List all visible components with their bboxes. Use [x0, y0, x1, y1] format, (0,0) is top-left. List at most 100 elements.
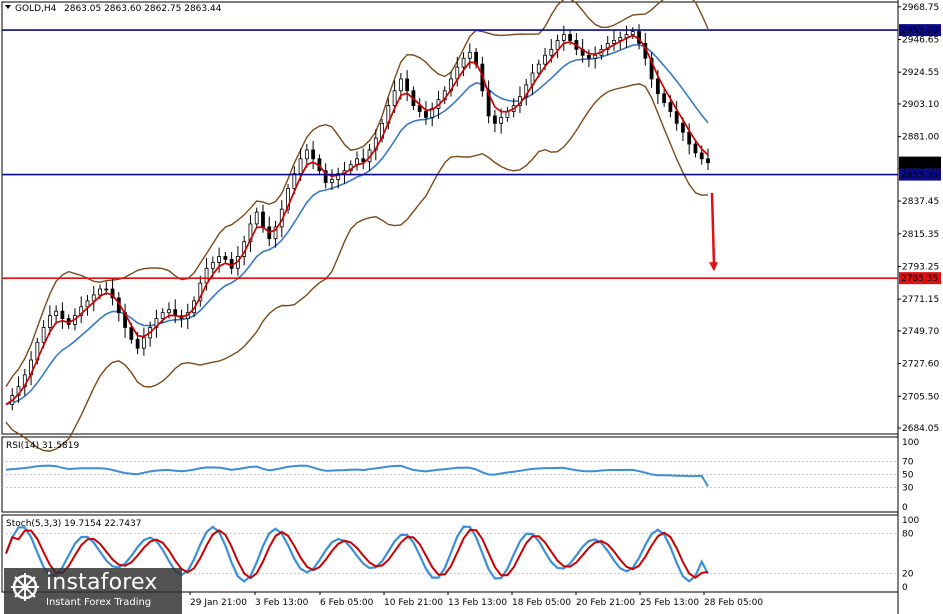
candle-body: [167, 309, 171, 314]
ohlc-values: 2863.05 2863.60 2862.75 2863.44: [64, 4, 222, 14]
candle-body: [323, 170, 328, 183]
y-tick-label: 2705.50: [902, 392, 939, 402]
stoch-tick-label: 20: [902, 570, 914, 580]
candle-body: [561, 34, 566, 41]
candle-body: [467, 51, 472, 59]
y-tick-label: 2903.10: [902, 100, 939, 110]
resistance-level-label: 2953.00: [901, 26, 938, 36]
symbol-label: GOLD,H4: [15, 4, 57, 14]
x-tick-label: 29 Jan 21:00: [190, 598, 247, 608]
support-level-label: 2855.35: [901, 171, 938, 181]
candle-body: [60, 310, 65, 320]
y-tick-label: 2793.25: [902, 262, 939, 272]
candle-body: [248, 223, 253, 243]
candle-body: [681, 122, 685, 133]
rsi-line: [5, 464, 709, 488]
x-tick-label: 6 Feb 05:00: [320, 598, 374, 608]
candle-body: [160, 312, 165, 320]
rsi-tick-label: 70: [902, 458, 914, 468]
y-tick-label: 2881.00: [902, 133, 939, 143]
rsi-tick-label: 0: [902, 503, 908, 513]
candle-body: [649, 57, 654, 80]
candle-body: [204, 267, 209, 284]
candle-body: [198, 282, 203, 302]
candle-body: [98, 288, 102, 296]
candle-body: [104, 288, 109, 291]
candles-group: [10, 24, 710, 411]
candle-body: [587, 54, 591, 59]
candle-body: [405, 78, 410, 92]
main-panel-frame: [1, 1, 899, 435]
candle-body: [217, 256, 222, 263]
candle-body: [486, 90, 491, 117]
candle-body: [336, 173, 341, 180]
instaforex-logo-icon: [11, 573, 39, 601]
candle-body: [674, 111, 679, 124]
watermark-tagline: Instant Forex Trading: [46, 597, 152, 608]
current-price-label-bg: [899, 156, 941, 169]
bollinger-lower-band: [5, 83, 709, 452]
candle-body: [254, 211, 259, 225]
candle-body: [662, 93, 667, 104]
candle-body: [668, 102, 673, 112]
candle-body: [655, 78, 660, 95]
candle-body: [129, 327, 134, 340]
candle-body: [298, 158, 303, 175]
candle-body: [524, 84, 529, 98]
candle-body: [593, 54, 598, 59]
x-tick-label: 18 Feb 05:00: [512, 598, 571, 608]
candle-body: [392, 90, 397, 106]
candle-body: [361, 158, 366, 163]
candle-body: [210, 261, 215, 269]
y-tick-label: 2815.35: [902, 230, 939, 240]
candle-body: [223, 256, 228, 260]
y-tick-label: 2727.60: [902, 360, 939, 370]
candle-body: [292, 173, 297, 189]
x-tick-label: 13 Feb 13:00: [448, 598, 507, 608]
candle-body: [41, 327, 46, 343]
candle-body: [612, 40, 616, 44]
fast-moving-average: [5, 34, 709, 406]
target-level-label-bg: [899, 272, 941, 285]
candle-body: [286, 188, 290, 210]
slow-moving-average: [5, 43, 709, 406]
candle-body: [543, 54, 547, 65]
candle-body: [699, 152, 704, 160]
candle-body: [568, 34, 573, 41]
rsi-indicator-label: RSI(14) 31.5819: [6, 441, 79, 451]
candle-body: [605, 43, 610, 50]
candle-body: [499, 116, 504, 124]
candle-body: [398, 78, 403, 92]
x-tick-label: 20 Feb 21:00: [576, 598, 635, 608]
y-tick-label: 2684.05: [902, 424, 939, 434]
candle-body: [261, 211, 265, 228]
x-tick-label: 25 Feb 13:00: [640, 598, 699, 608]
stoch-signal-line: [5, 528, 709, 580]
watermark-brand: instaforex: [46, 570, 158, 595]
y-tick-label: 2749.70: [902, 327, 939, 337]
rsi-tick-label: 50: [902, 471, 914, 481]
x-tick-label: 28 Feb 05:00: [704, 598, 763, 608]
candle-body: [54, 310, 59, 317]
rsi-tick-label: 30: [902, 484, 914, 494]
candle-body: [330, 179, 334, 183]
x-tick-label: 3 Feb 13:00: [255, 598, 309, 608]
candle-body: [618, 37, 623, 41]
candle-body: [47, 315, 52, 328]
target-level-label: 2785.35: [901, 274, 938, 284]
y-tick-label: 2837.45: [902, 197, 939, 207]
candle-body: [549, 48, 554, 56]
candle-body: [461, 57, 466, 68]
watermark: instaforex Instant Forex Trading: [4, 568, 182, 614]
candle-body: [304, 149, 309, 160]
candle-body: [135, 338, 140, 349]
candle-body: [141, 337, 146, 349]
stoch-indicator-label: Stoch(5,3,3) 19.7154 22.7437: [6, 519, 141, 529]
candle-body: [273, 226, 278, 240]
candle-body: [630, 31, 635, 35]
rsi-tick-label: 100: [902, 438, 919, 448]
candle-body: [706, 158, 710, 164]
downtrend-arrow-head: [709, 262, 718, 272]
